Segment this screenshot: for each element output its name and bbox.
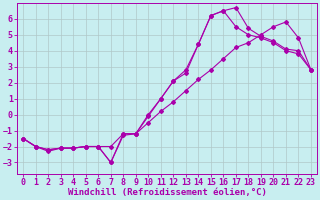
X-axis label: Windchill (Refroidissement éolien,°C): Windchill (Refroidissement éolien,°C) xyxy=(68,188,267,197)
